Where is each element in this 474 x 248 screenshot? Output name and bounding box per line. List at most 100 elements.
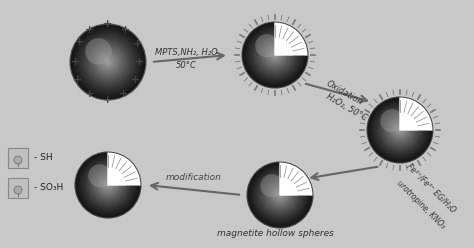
Circle shape: [242, 22, 308, 88]
Circle shape: [88, 164, 111, 187]
Circle shape: [105, 182, 111, 188]
Circle shape: [388, 118, 412, 142]
Circle shape: [369, 99, 430, 160]
Circle shape: [275, 190, 285, 200]
Circle shape: [270, 185, 290, 205]
Circle shape: [255, 34, 278, 57]
Circle shape: [245, 25, 306, 86]
Circle shape: [248, 28, 302, 82]
Circle shape: [257, 172, 303, 218]
Circle shape: [256, 171, 304, 219]
Circle shape: [107, 61, 109, 63]
Circle shape: [90, 44, 126, 80]
Circle shape: [262, 177, 298, 213]
Circle shape: [383, 114, 417, 147]
Circle shape: [385, 115, 415, 145]
Circle shape: [90, 167, 126, 203]
Circle shape: [91, 168, 125, 202]
Circle shape: [87, 163, 129, 206]
Circle shape: [87, 164, 128, 206]
Circle shape: [274, 189, 286, 201]
Circle shape: [99, 176, 117, 194]
Circle shape: [371, 101, 429, 159]
Circle shape: [259, 174, 301, 216]
Polygon shape: [280, 162, 313, 195]
Circle shape: [106, 183, 110, 187]
Circle shape: [82, 36, 134, 88]
Circle shape: [252, 32, 298, 78]
Circle shape: [102, 56, 114, 68]
Circle shape: [376, 106, 424, 154]
Circle shape: [258, 38, 292, 71]
Circle shape: [377, 107, 423, 153]
Circle shape: [246, 25, 305, 85]
Circle shape: [104, 58, 112, 66]
Text: +: +: [72, 57, 81, 67]
Circle shape: [95, 172, 121, 198]
Circle shape: [102, 179, 114, 191]
Circle shape: [80, 33, 137, 91]
Text: +: +: [75, 37, 85, 47]
Circle shape: [105, 59, 111, 65]
Circle shape: [272, 187, 288, 203]
Circle shape: [100, 178, 116, 192]
Text: MPTS,NH₂, H₂O: MPTS,NH₂, H₂O: [155, 48, 218, 57]
Circle shape: [268, 183, 292, 207]
Circle shape: [248, 163, 312, 227]
Circle shape: [260, 40, 290, 70]
Circle shape: [394, 124, 406, 136]
Text: magnetite hollow spheres: magnetite hollow spheres: [217, 229, 333, 238]
Circle shape: [264, 179, 297, 212]
Circle shape: [107, 184, 109, 186]
Circle shape: [247, 27, 303, 83]
Circle shape: [265, 180, 295, 210]
Circle shape: [263, 43, 287, 67]
Circle shape: [259, 39, 291, 71]
FancyBboxPatch shape: [8, 148, 28, 168]
Circle shape: [246, 26, 304, 84]
Circle shape: [249, 30, 301, 81]
Circle shape: [270, 50, 280, 60]
Circle shape: [258, 38, 292, 72]
Circle shape: [369, 99, 431, 161]
Circle shape: [395, 125, 405, 135]
Text: +: +: [136, 57, 145, 67]
Circle shape: [92, 46, 124, 78]
Circle shape: [72, 26, 144, 98]
Circle shape: [265, 45, 285, 65]
Circle shape: [249, 164, 310, 225]
Circle shape: [264, 179, 296, 211]
Circle shape: [379, 109, 420, 151]
Circle shape: [271, 51, 279, 59]
Circle shape: [269, 184, 291, 206]
Circle shape: [262, 42, 288, 68]
Circle shape: [266, 46, 284, 64]
Circle shape: [264, 44, 286, 66]
Circle shape: [267, 182, 293, 208]
Circle shape: [251, 166, 309, 224]
Circle shape: [380, 110, 420, 150]
Circle shape: [93, 170, 123, 200]
Circle shape: [96, 50, 120, 74]
Circle shape: [92, 169, 124, 201]
Circle shape: [392, 122, 408, 138]
Circle shape: [254, 33, 296, 76]
Circle shape: [261, 41, 289, 69]
Circle shape: [379, 109, 421, 152]
Polygon shape: [400, 97, 433, 130]
Text: +: +: [133, 39, 143, 49]
Circle shape: [14, 186, 22, 194]
Circle shape: [384, 114, 416, 146]
Circle shape: [250, 165, 310, 225]
Text: urotropine, KNO₃: urotropine, KNO₃: [395, 179, 447, 231]
Circle shape: [370, 100, 430, 160]
Circle shape: [83, 160, 133, 210]
Circle shape: [389, 119, 411, 142]
Circle shape: [97, 174, 118, 196]
Circle shape: [83, 37, 133, 87]
Circle shape: [374, 104, 426, 155]
Circle shape: [87, 41, 129, 83]
Text: +: +: [121, 25, 131, 35]
Circle shape: [96, 173, 120, 197]
Circle shape: [85, 162, 131, 208]
